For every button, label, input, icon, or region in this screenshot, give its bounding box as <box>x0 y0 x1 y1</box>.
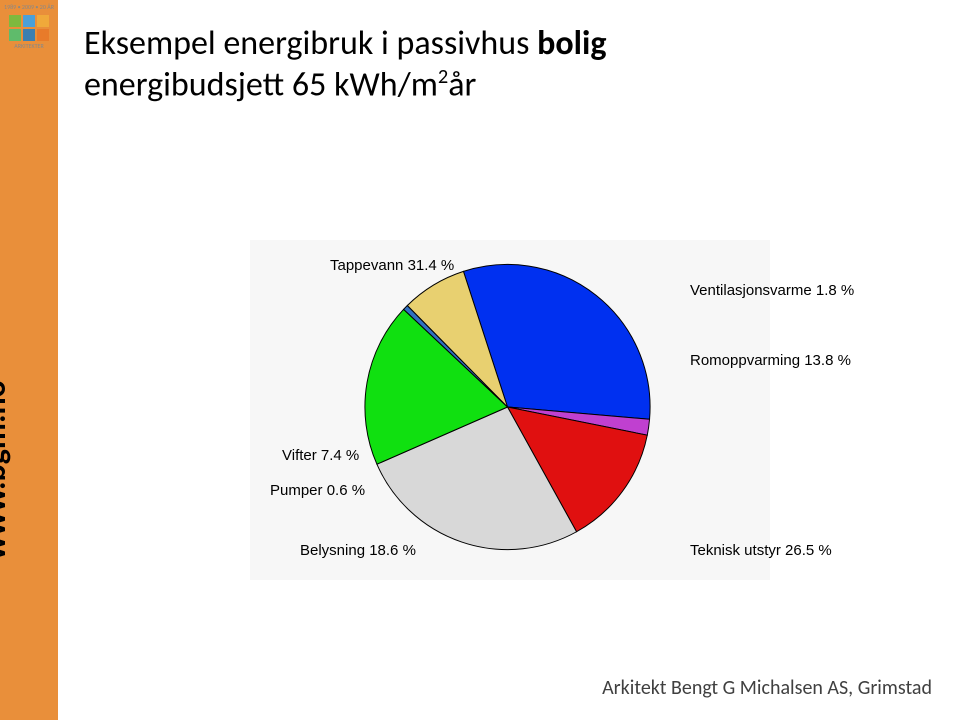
logo-square <box>23 15 35 27</box>
url-text: www.bgm.no <box>0 380 14 560</box>
label-teknisk: Teknisk utstyr 26.5 % <box>690 542 832 559</box>
logo-top-line: 1989 • 2009 • 20 ÅR <box>4 4 54 11</box>
label-pumper: Pumper 0.6 % <box>270 482 365 499</box>
label-ventilasjon: Ventilasjonsvarme 1.8 % <box>690 282 854 299</box>
sidebar: 1989 • 2009 • 20 ÅR ARKITEKTER www.bgm.n… <box>0 0 58 720</box>
footer-text: Arkitekt Bengt G Michalsen AS, Grimstad <box>602 676 932 700</box>
logo: 1989 • 2009 • 20 ÅR ARKITEKTER <box>4 4 54 49</box>
label-romoppvarming: Romoppvarming 13.8 % <box>690 352 851 369</box>
logo-square <box>23 29 35 41</box>
title-line-1-bold: bolig <box>537 23 606 64</box>
title-line-1: Eksempel energibruk i passivhus bolig <box>84 24 606 65</box>
slide: 1989 • 2009 • 20 ÅR ARKITEKTER www.bgm.n… <box>0 0 960 720</box>
logo-square <box>9 29 21 41</box>
label-tappevann: Tappevann 31.4 % <box>330 257 454 274</box>
label-belysning: Belysning 18.6 % <box>300 542 416 559</box>
title-line-2-post: år <box>448 64 476 105</box>
title-line-2-sup: 2 <box>438 65 448 89</box>
logo-bottom-line: ARKITEKTER <box>4 43 54 50</box>
logo-square <box>37 15 49 27</box>
logo-squares <box>8 15 50 41</box>
title-line-1-plain: Eksempel energibruk i passivhus <box>84 23 537 64</box>
title-line-2-pre: energibudsjett 65 kWh/m <box>84 64 438 105</box>
chart-area: Tappevann 31.4 %Ventilasjonsvarme 1.8 %R… <box>250 240 770 580</box>
logo-square <box>37 29 49 41</box>
logo-square <box>9 15 21 27</box>
page-title: Eksempel energibruk i passivhus bolig en… <box>84 24 606 106</box>
chart-labels: Tappevann 31.4 %Ventilasjonsvarme 1.8 %R… <box>360 252 655 552</box>
label-vifter: Vifter 7.4 % <box>282 447 359 464</box>
title-line-2: energibudsjett 65 kWh/m2år <box>84 65 606 106</box>
